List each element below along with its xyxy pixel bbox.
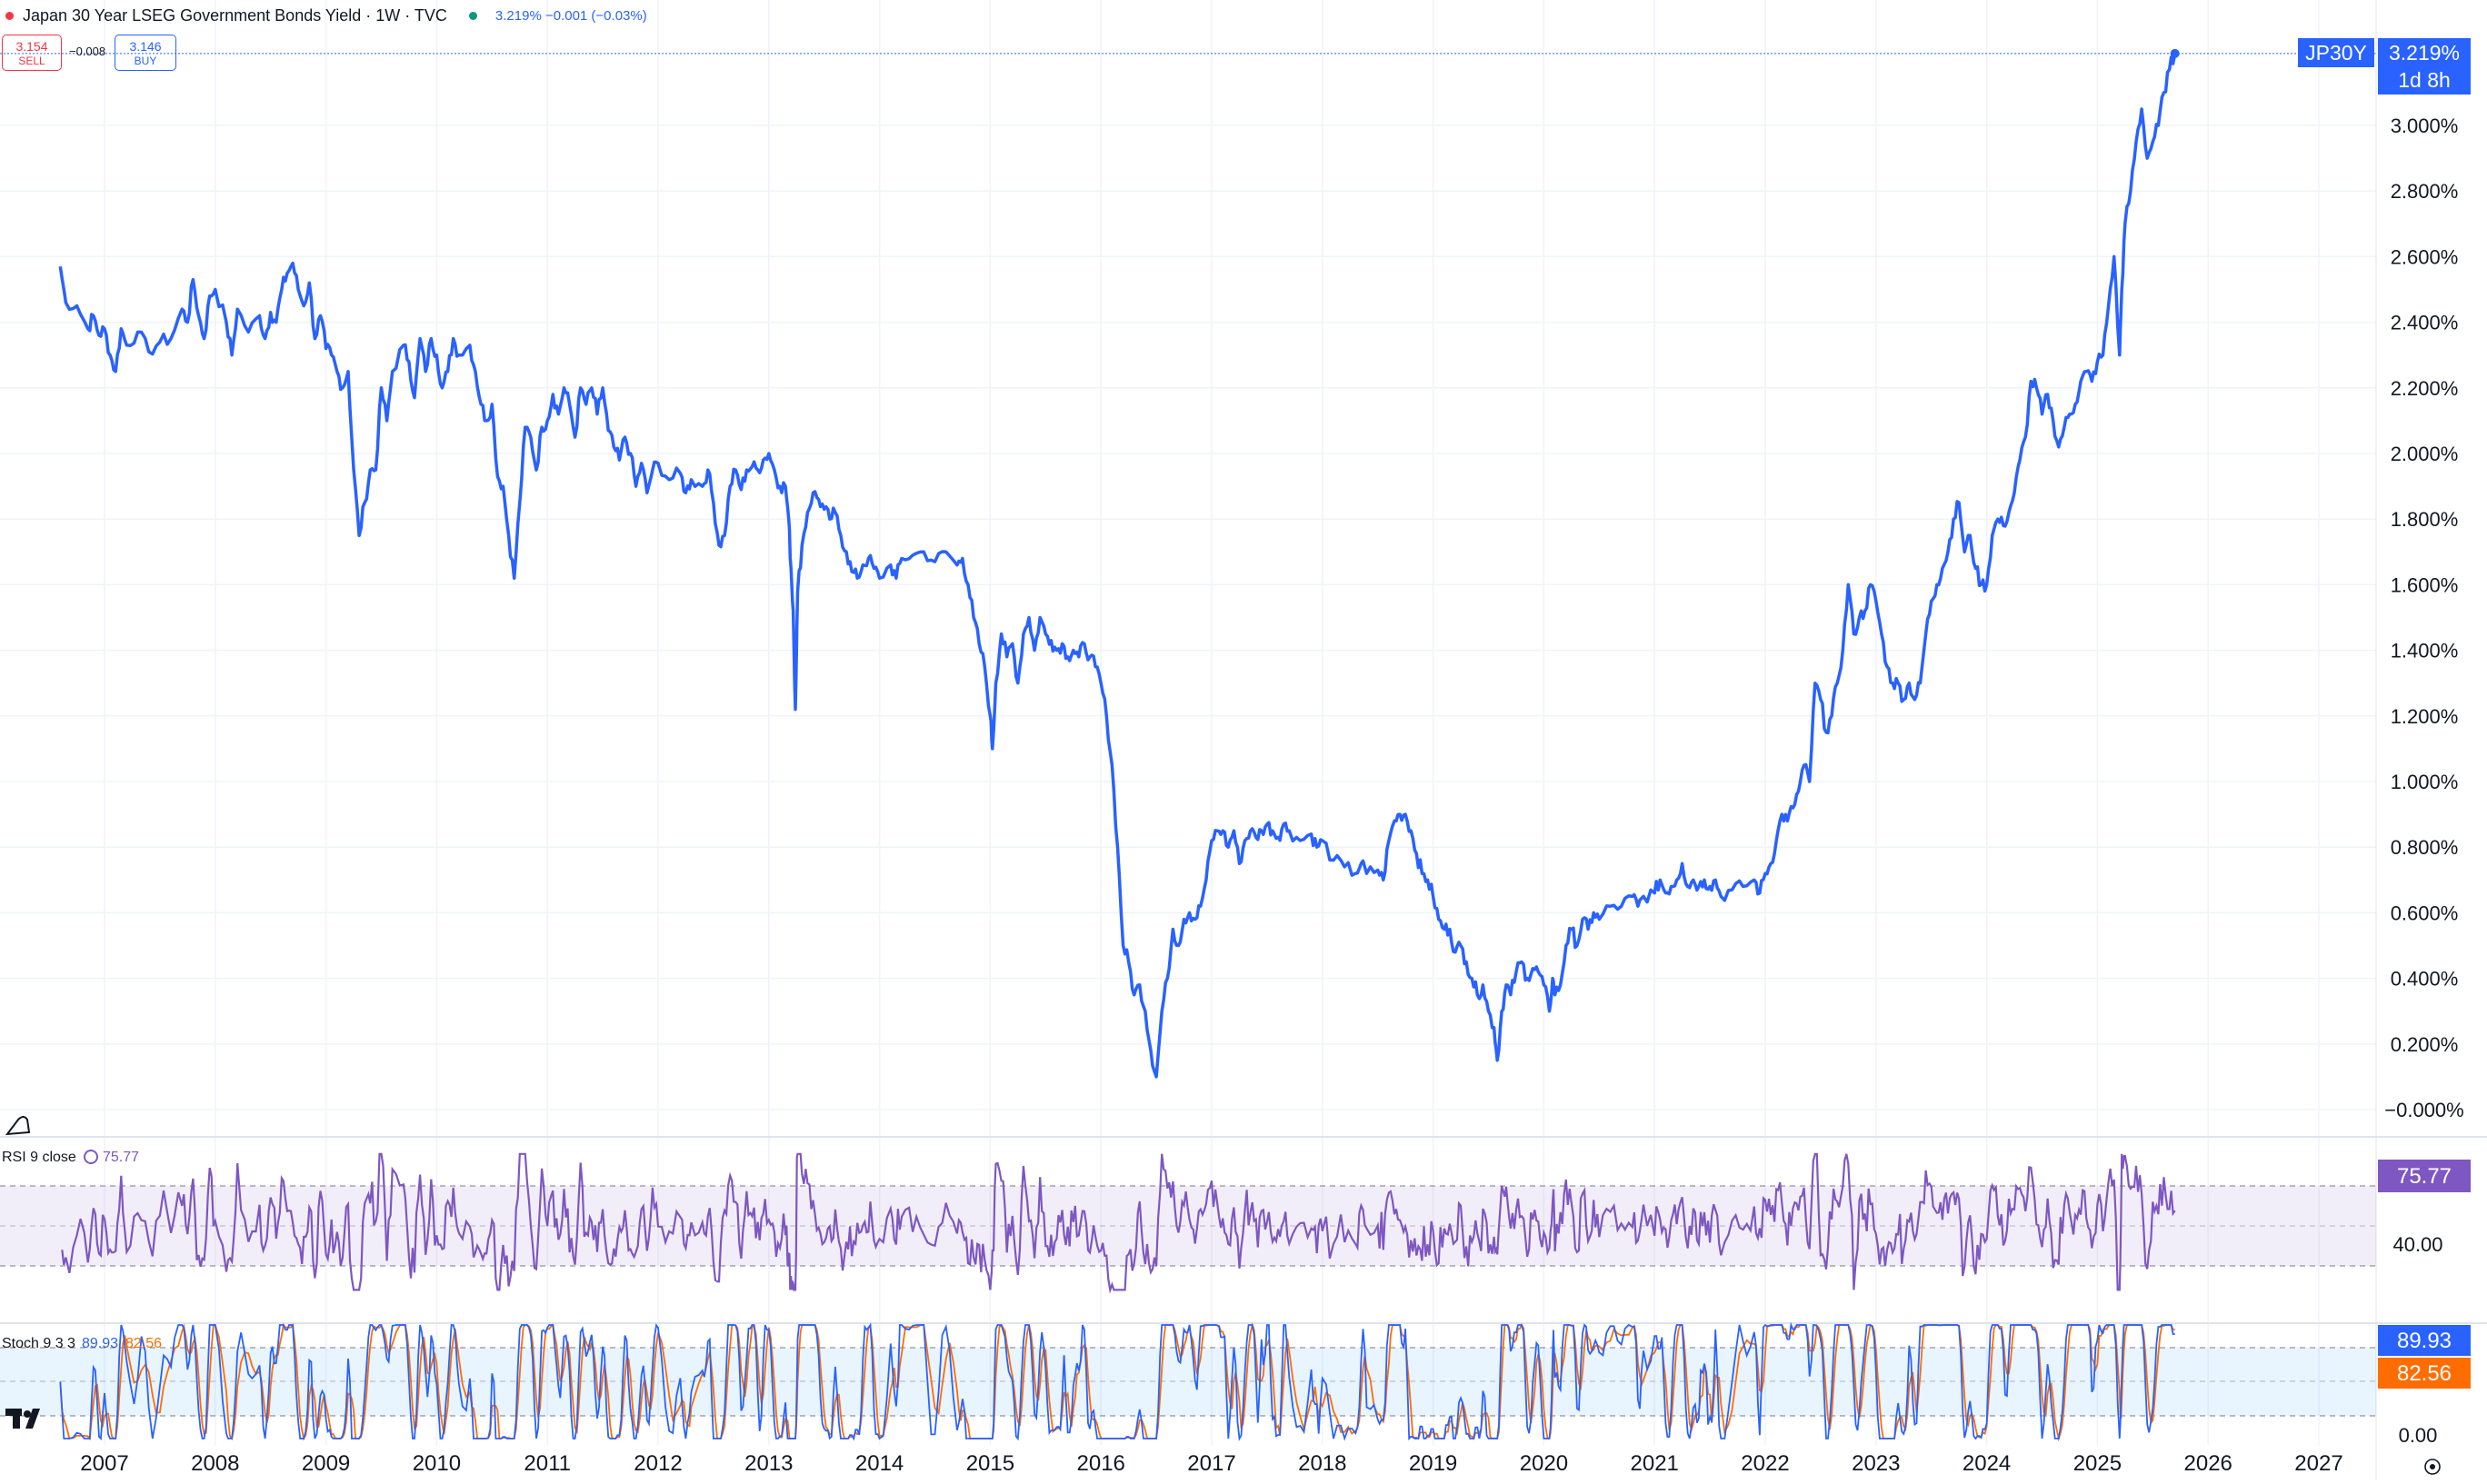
price-tag: JP30Y 3.219% 1d 8h xyxy=(2298,38,2471,95)
stoch-d-tag-text: 82.56 xyxy=(2397,1361,2452,1386)
y-tick-label: 2.600% xyxy=(2391,245,2459,268)
y-tick-label: 0.800% xyxy=(2391,836,2459,859)
y-tick-label: 1.600% xyxy=(2391,573,2459,596)
x-tick-label: 2018 xyxy=(1298,1451,1346,1476)
quote-change: 3.219% −0.001 (−0.03%) xyxy=(494,7,647,24)
x-tick-label: 2009 xyxy=(302,1451,350,1476)
x-tick-label: 2024 xyxy=(1963,1451,2011,1476)
status-dot-icon xyxy=(5,11,14,20)
stoch-k-tag-text: 89.93 xyxy=(2397,1329,2452,1353)
rsi-settings-icon[interactable] xyxy=(84,1150,98,1164)
sell-label: SELL xyxy=(18,55,45,67)
x-tick-label: 2008 xyxy=(191,1451,239,1476)
x-tick-label: 2015 xyxy=(966,1451,1014,1476)
x-tick-label: 2007 xyxy=(80,1451,128,1476)
rsi-label: RSI 9 close xyxy=(2,1150,76,1165)
stoch-k-line xyxy=(59,1321,2175,1441)
x-tick-label: 2019 xyxy=(1409,1451,1457,1476)
x-tick-label: 2027 xyxy=(2294,1451,2342,1476)
y-tick-label: 1.800% xyxy=(2391,508,2459,531)
price-line xyxy=(58,53,2177,1079)
x-tick-label: 2023 xyxy=(1852,1451,1900,1476)
y-tick-label: 0.600% xyxy=(2391,901,2459,924)
buy-price: 3.146 xyxy=(129,39,162,54)
stoch-d-tag xyxy=(2378,1358,2471,1389)
x-tick-label: 2016 xyxy=(1077,1451,1125,1476)
price-tag-symbol: JP30Y xyxy=(2305,41,2367,65)
price-tag-value: 3.219% xyxy=(2389,41,2460,65)
x-tick-label: 2012 xyxy=(634,1451,682,1476)
rsi-axis-label: 40.00 xyxy=(2392,1233,2442,1256)
price-axis[interactable]: −0.000% 0.200% 0.400% 0.600% 0.800% 1.000% 1.2… xyxy=(2384,115,2463,1121)
rsi-value-tag-text: 75.77 xyxy=(2397,1164,2452,1189)
x-tick-label: 2025 xyxy=(2073,1451,2122,1476)
drawing-tool-icon[interactable] xyxy=(5,1116,31,1136)
time-axis[interactable]: 2007 2008 2009 2010 2011 2012 2013 2014 2015 2016… xyxy=(80,1451,2342,1476)
x-tick-label: 2010 xyxy=(413,1451,461,1476)
y-tick-label: −0.000% xyxy=(2384,1099,2463,1121)
x-tick-label: 2022 xyxy=(1741,1451,1789,1476)
y-tick-label: 1.200% xyxy=(2391,705,2459,728)
rsi-value-inline: 75.77 xyxy=(103,1150,139,1165)
rsi-line xyxy=(61,1152,2176,1294)
y-tick-label: 2.200% xyxy=(2391,377,2459,400)
symbol-title[interactable]: Japan 30 Year LSEG Government Bonds Yiel… xyxy=(23,5,447,25)
market-open-icon xyxy=(468,11,477,20)
rsi-value-tag xyxy=(2378,1160,2471,1192)
x-tick-label: 2013 xyxy=(744,1451,793,1476)
y-tick-label: 0.200% xyxy=(2391,1033,2459,1056)
x-tick-label: 2011 xyxy=(524,1451,571,1476)
rsi-pane: RSI 9 close 75.77 75.77 40.00 xyxy=(0,1150,2471,1294)
price-tag-countdown: 1d 8h xyxy=(2398,68,2451,92)
x-tick-label: 2014 xyxy=(855,1451,904,1476)
stoch-k-tag xyxy=(2378,1325,2471,1356)
x-tick-label: 2021 xyxy=(1631,1451,1679,1476)
sell-button[interactable]: 3.154 SELL xyxy=(2,35,62,71)
y-tick-label: 3.000% xyxy=(2391,115,2459,137)
stoch-axis-label: 0.00 xyxy=(2399,1424,2438,1447)
stoch-k-inline: 89.93 xyxy=(82,1336,118,1351)
spread-value: −0.008 xyxy=(69,45,106,58)
timezone-settings-icon[interactable] xyxy=(2424,1459,2441,1475)
stoch-d-inline: 82.56 xyxy=(125,1336,162,1351)
main-pane xyxy=(0,48,2376,1079)
stoch-d-line xyxy=(59,1321,2175,1442)
y-tick-label: 2.800% xyxy=(2391,180,2459,203)
stoch-label: Stoch 9 3 3 xyxy=(2,1336,75,1351)
y-tick-label: 2.000% xyxy=(2391,443,2459,465)
sell-price: 3.154 xyxy=(15,39,48,54)
last-point-marker xyxy=(2170,48,2180,58)
x-tick-label: 2026 xyxy=(2184,1451,2232,1476)
y-tick-label: 1.400% xyxy=(2391,640,2459,662)
stoch-pane: Stoch 9 3 3 89.93 82.56 89.93 82.56 0.00 xyxy=(0,1321,2471,1447)
y-tick-label: 2.400% xyxy=(2391,312,2459,334)
buy-button[interactable]: 3.146 BUY xyxy=(115,35,176,71)
y-tick-label: 0.400% xyxy=(2391,968,2459,991)
tradingview-logo-icon[interactable] xyxy=(5,1409,40,1429)
y-tick-label: 1.000% xyxy=(2391,771,2459,793)
rsi-band xyxy=(0,1186,2376,1266)
x-tick-label: 2017 xyxy=(1187,1451,1235,1476)
symbol-header: Japan 30 Year LSEG Government Bonds Yiel… xyxy=(5,4,647,27)
stoch-band xyxy=(0,1348,2376,1416)
buy-label: BUY xyxy=(134,55,157,67)
x-tick-label: 2020 xyxy=(1520,1451,1568,1476)
